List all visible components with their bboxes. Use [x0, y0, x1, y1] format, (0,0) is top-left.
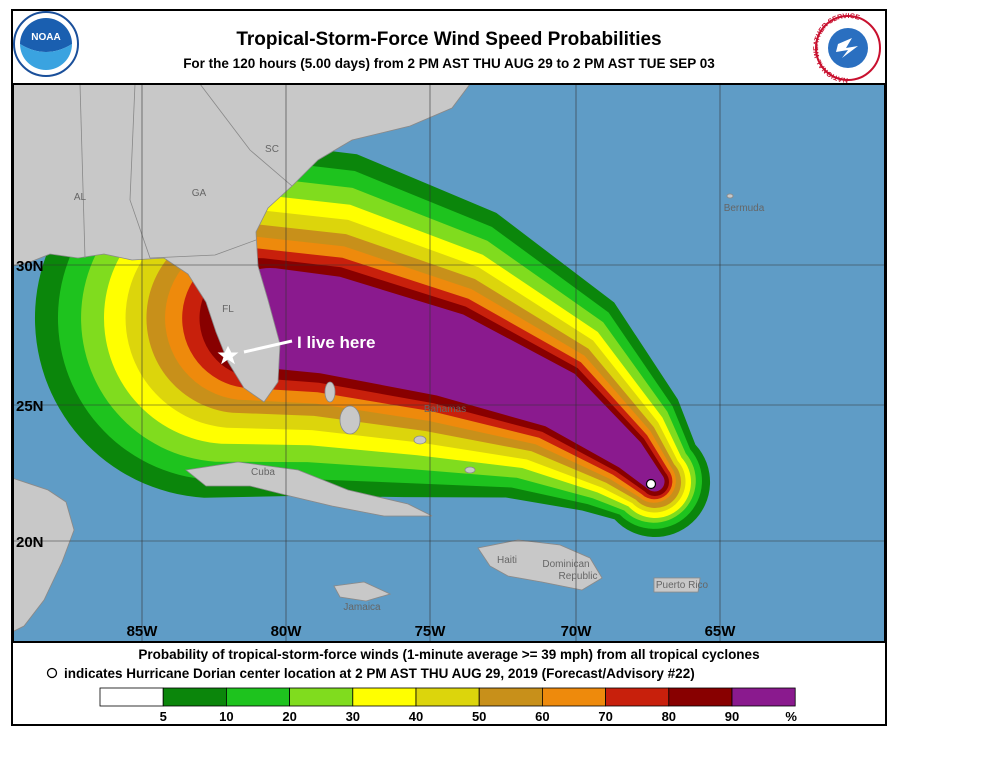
state-borders: [79, 84, 293, 259]
subtitle: For the 120 hours (5.00 days) from 2 PM …: [183, 56, 715, 71]
place-label: Bahamas: [424, 404, 466, 415]
legend-label: 60: [535, 709, 549, 724]
legend-swatch: [162, 687, 227, 707]
place-label: Dominican: [542, 559, 589, 570]
lon-label: 70W: [561, 623, 593, 640]
lat-label: 20N: [16, 534, 44, 551]
legend-swatch: [415, 687, 480, 707]
place-label: Bermuda: [724, 203, 765, 214]
place-label: Republic: [559, 571, 598, 582]
probability-band: [219, 267, 665, 492]
place-label: GA: [192, 188, 207, 199]
place-label: Cuba: [251, 467, 275, 478]
legend-swatch: [605, 687, 670, 707]
home-marker: [217, 345, 239, 365]
legend-label: 5: [160, 709, 167, 724]
place-labels: SC GA AL FL Bermuda Bahamas Cuba Haiti D…: [74, 144, 765, 613]
legend-label: 50: [472, 709, 486, 724]
lon-label: 65W: [705, 623, 737, 640]
legend-label: 70: [598, 709, 612, 724]
legend-swatch: [731, 687, 796, 707]
place-label: SC: [265, 144, 279, 155]
place-label: AL: [74, 192, 87, 203]
map-border: [12, 83, 886, 643]
lon-label: 80W: [271, 623, 303, 640]
place-label: FL: [222, 304, 234, 315]
legend-swatch: [668, 687, 733, 707]
annotation-arrow: [243, 339, 293, 354]
legend-swatch: [352, 687, 417, 707]
noaa-text: NOAA: [31, 32, 60, 43]
legend-swatch: [225, 687, 290, 707]
legend-swatch: [289, 687, 354, 707]
legend-label: 10: [219, 709, 233, 724]
legend-swatch: [99, 687, 164, 707]
lon-label: 75W: [415, 623, 447, 640]
footer-line2: indicates Hurricane Dorian center locati…: [64, 666, 695, 681]
legend-label: 20: [282, 709, 296, 724]
annotation: I live here: [297, 333, 375, 352]
title: Tropical-Storm-Force Wind Speed Probabil…: [236, 29, 661, 50]
footer-circle: [46, 667, 58, 679]
lat-label: 30N: [16, 258, 44, 275]
noaa-logo: NOAA: [13, 11, 79, 77]
legend-swatch: [542, 687, 607, 707]
storm-center: [645, 478, 657, 490]
legend-label: 90: [725, 709, 739, 724]
map: 85W 80W 75W 70W 65W 30N 25N 20N SC GA AL FL Ber…: [13, 84, 885, 642]
lon-label: 85W: [127, 623, 159, 640]
legend-unit: %: [785, 709, 797, 724]
legend: 5 10 20 30 40 50 60 70 80 90%: [99, 687, 797, 724]
legend-label: 30: [346, 709, 360, 724]
footer-line1: Probability of tropical-storm-force wind…: [138, 647, 759, 662]
place-label: Puerto Rico: [656, 580, 709, 591]
legend-swatch: [478, 687, 543, 707]
legend-label: 40: [409, 709, 423, 724]
lat-label: 25N: [16, 398, 44, 415]
place-label: Haiti: [497, 555, 517, 566]
legend-label: 80: [662, 709, 676, 724]
graticule: 85W 80W 75W 70W 65W 30N 25N 20N: [13, 84, 885, 642]
place-label: Jamaica: [343, 602, 381, 613]
